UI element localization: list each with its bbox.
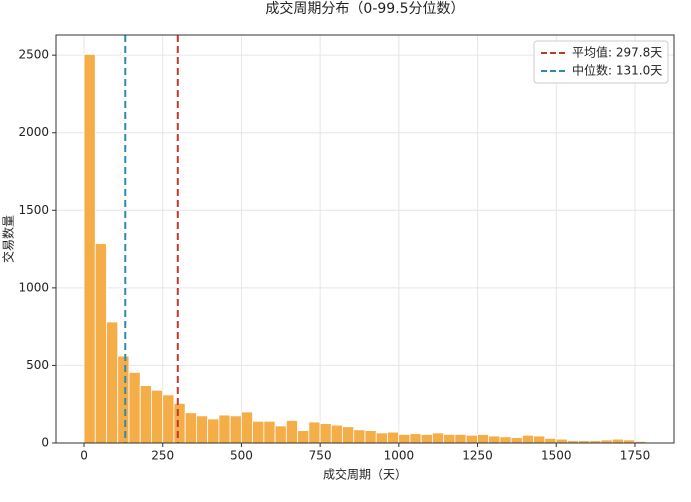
bar: [409, 433, 422, 444]
x-tick-label: 1250: [462, 449, 493, 463]
y-tick-label: 2500: [18, 48, 49, 62]
bar: [207, 418, 220, 444]
bar: [521, 434, 534, 444]
bar: [499, 436, 512, 444]
bar: [263, 420, 276, 444]
bar: [240, 411, 254, 444]
x-axis-label: 成交周期（天）: [323, 467, 407, 482]
x-tick-label: 1000: [384, 449, 415, 463]
legend-label: 中位数: 131.0天: [572, 63, 662, 78]
bar: [465, 434, 478, 444]
bar: [533, 435, 546, 444]
bar: [83, 53, 96, 444]
bar: [319, 423, 332, 444]
y-tick-label: 500: [26, 358, 49, 372]
legend-label: 平均值: 297.8天: [572, 45, 662, 60]
bar: [218, 414, 231, 444]
bar: [364, 430, 377, 444]
bar: [252, 420, 265, 444]
y-tick-label: 2000: [18, 125, 49, 139]
y-axis-label: 交易数量: [1, 215, 16, 263]
bar: [274, 425, 287, 444]
x-tick-label: 750: [309, 449, 332, 463]
legend-box: [533, 40, 669, 84]
bar: [510, 437, 523, 444]
plot-frame: [55, 34, 675, 444]
bar: [488, 435, 501, 444]
bar: [196, 415, 209, 444]
chart-title: 成交周期分布（0-99.5分位数）: [265, 0, 464, 17]
bar: [443, 434, 456, 444]
bar: [555, 438, 568, 444]
bar: [173, 403, 186, 444]
y-tick-label: 1500: [18, 203, 49, 217]
bar: [128, 372, 141, 444]
x-tick-label: 1750: [620, 449, 651, 463]
bar: [544, 437, 557, 444]
x-tick-label: 0: [80, 449, 88, 463]
bar: [398, 434, 411, 444]
bar: [308, 421, 321, 444]
bar: [94, 243, 107, 444]
bar: [353, 429, 366, 444]
x-tick-label: 500: [230, 449, 253, 463]
bar: [106, 321, 119, 444]
bar: [611, 438, 624, 444]
bar: [229, 415, 242, 444]
bar: [476, 434, 490, 444]
y-tick-label: 1000: [18, 280, 49, 294]
bar: [330, 424, 343, 444]
bar: [387, 431, 400, 444]
bar: [342, 426, 355, 444]
x-tick-label: 250: [151, 449, 174, 463]
bar: [139, 385, 152, 444]
bar: [375, 432, 388, 444]
bar: [297, 430, 310, 444]
bar: [454, 434, 467, 444]
bar: [162, 394, 175, 444]
bar: [432, 432, 445, 444]
bar: [184, 412, 197, 444]
bar: [285, 420, 298, 444]
bar: [117, 355, 130, 444]
y-tick-label: 0: [41, 436, 49, 450]
x-tick-label: 1500: [541, 449, 572, 463]
bar: [151, 389, 164, 444]
bar: [420, 434, 433, 444]
